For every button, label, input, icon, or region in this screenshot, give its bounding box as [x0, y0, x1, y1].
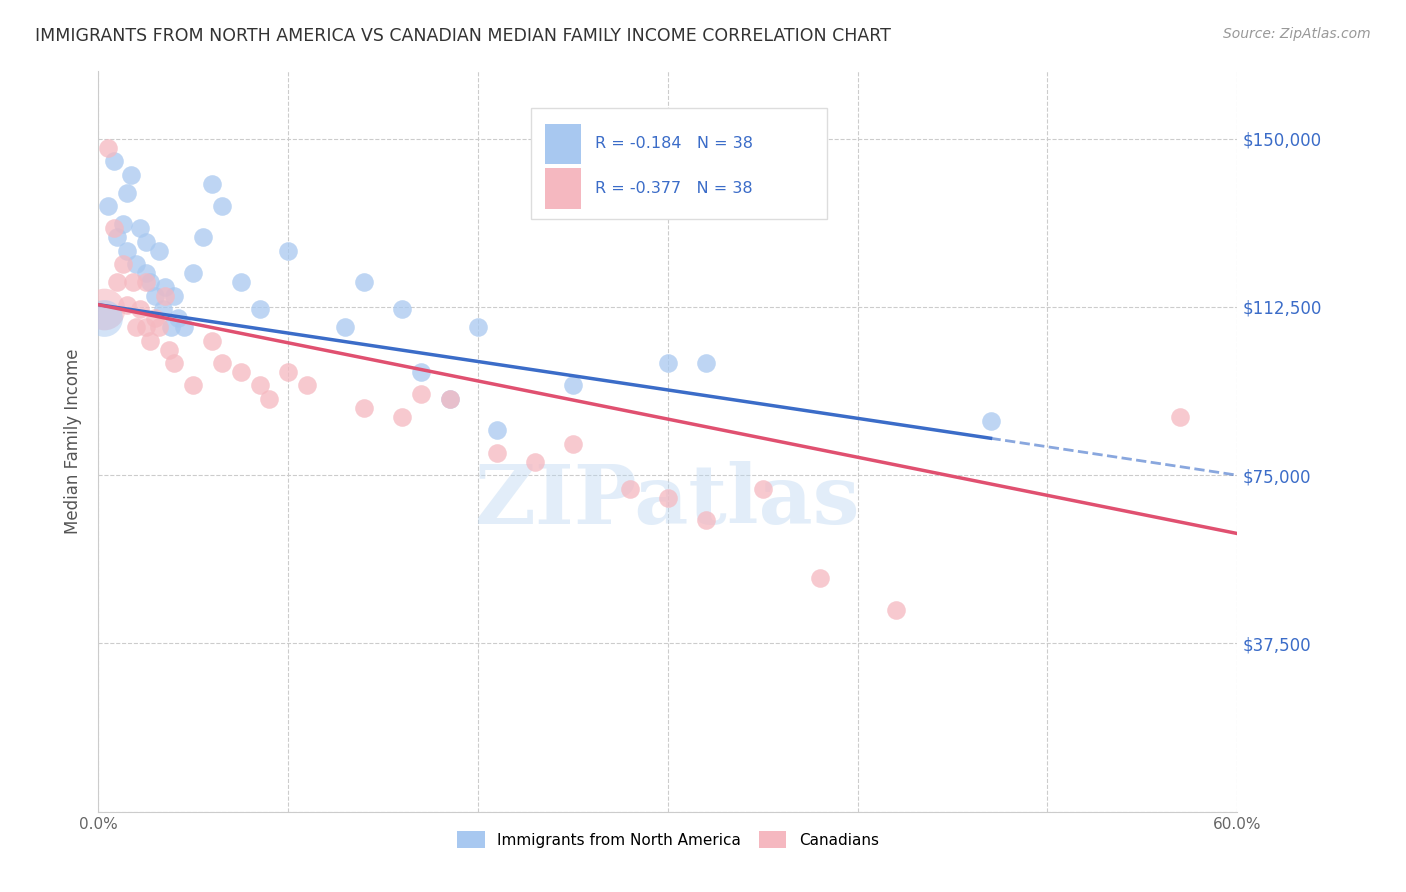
- Point: [153, 279, 176, 293]
- Point: [657, 356, 679, 370]
- Point: [353, 275, 375, 289]
- Point: [138, 275, 160, 289]
- Point: [183, 266, 205, 280]
- Point: [93, 311, 115, 326]
- Point: [115, 244, 138, 258]
- Point: [486, 446, 509, 460]
- Point: [657, 491, 679, 505]
- Point: [121, 275, 143, 289]
- Point: [148, 244, 170, 258]
- Point: [163, 356, 186, 370]
- Point: [167, 311, 190, 326]
- Legend: Immigrants from North America, Canadians: Immigrants from North America, Canadians: [450, 823, 886, 856]
- Point: [135, 235, 157, 249]
- Point: [103, 221, 125, 235]
- Text: IMMIGRANTS FROM NORTH AMERICA VS CANADIAN MEDIAN FAMILY INCOME CORRELATION CHART: IMMIGRANTS FROM NORTH AMERICA VS CANADIA…: [35, 27, 891, 45]
- Point: [297, 378, 319, 392]
- Point: [695, 513, 717, 527]
- Point: [201, 334, 224, 348]
- Point: [467, 320, 489, 334]
- Point: [211, 199, 233, 213]
- Point: [135, 320, 157, 334]
- Point: [97, 199, 120, 213]
- Point: [486, 423, 509, 437]
- FancyBboxPatch shape: [531, 108, 827, 219]
- Point: [619, 482, 641, 496]
- Point: [277, 365, 299, 379]
- Y-axis label: Median Family Income: Median Family Income: [65, 349, 83, 534]
- Point: [752, 482, 775, 496]
- Point: [335, 320, 357, 334]
- Point: [112, 257, 135, 271]
- Point: [152, 302, 174, 317]
- Point: [353, 401, 375, 415]
- Point: [157, 343, 180, 357]
- Point: [97, 141, 120, 155]
- FancyBboxPatch shape: [546, 168, 581, 209]
- Point: [201, 177, 224, 191]
- Point: [135, 275, 157, 289]
- Point: [145, 311, 167, 326]
- Point: [148, 320, 170, 334]
- Point: [695, 356, 717, 370]
- Text: R = -0.184   N = 38: R = -0.184 N = 38: [595, 136, 754, 152]
- Point: [135, 266, 157, 280]
- Point: [159, 320, 181, 334]
- Point: [439, 392, 461, 406]
- Point: [125, 320, 148, 334]
- Point: [439, 392, 461, 406]
- Point: [524, 455, 547, 469]
- Point: [173, 320, 195, 334]
- Point: [1170, 409, 1192, 424]
- Point: [103, 154, 125, 169]
- Point: [183, 378, 205, 392]
- Point: [145, 289, 167, 303]
- Point: [562, 437, 585, 451]
- Point: [107, 230, 129, 244]
- Point: [93, 302, 115, 317]
- Point: [979, 414, 1001, 428]
- Point: [153, 289, 176, 303]
- Point: [249, 378, 271, 392]
- Point: [191, 230, 214, 244]
- Point: [562, 378, 585, 392]
- Point: [259, 392, 281, 406]
- FancyBboxPatch shape: [546, 124, 581, 164]
- Point: [107, 275, 129, 289]
- Point: [411, 387, 433, 401]
- Point: [211, 356, 233, 370]
- Point: [163, 289, 186, 303]
- Point: [129, 221, 152, 235]
- Point: [129, 302, 152, 317]
- Point: [411, 365, 433, 379]
- Point: [391, 409, 413, 424]
- Point: [391, 302, 413, 317]
- Text: Source: ZipAtlas.com: Source: ZipAtlas.com: [1223, 27, 1371, 41]
- Text: R = -0.377   N = 38: R = -0.377 N = 38: [595, 181, 752, 196]
- Point: [125, 257, 148, 271]
- Point: [884, 603, 907, 617]
- Point: [112, 217, 135, 231]
- Point: [808, 571, 831, 585]
- Point: [120, 168, 142, 182]
- Point: [277, 244, 299, 258]
- Point: [249, 302, 271, 317]
- Point: [229, 275, 252, 289]
- Point: [115, 298, 138, 312]
- Point: [138, 334, 160, 348]
- Point: [229, 365, 252, 379]
- Point: [115, 186, 138, 200]
- Text: ZIPatlas: ZIPatlas: [475, 461, 860, 541]
